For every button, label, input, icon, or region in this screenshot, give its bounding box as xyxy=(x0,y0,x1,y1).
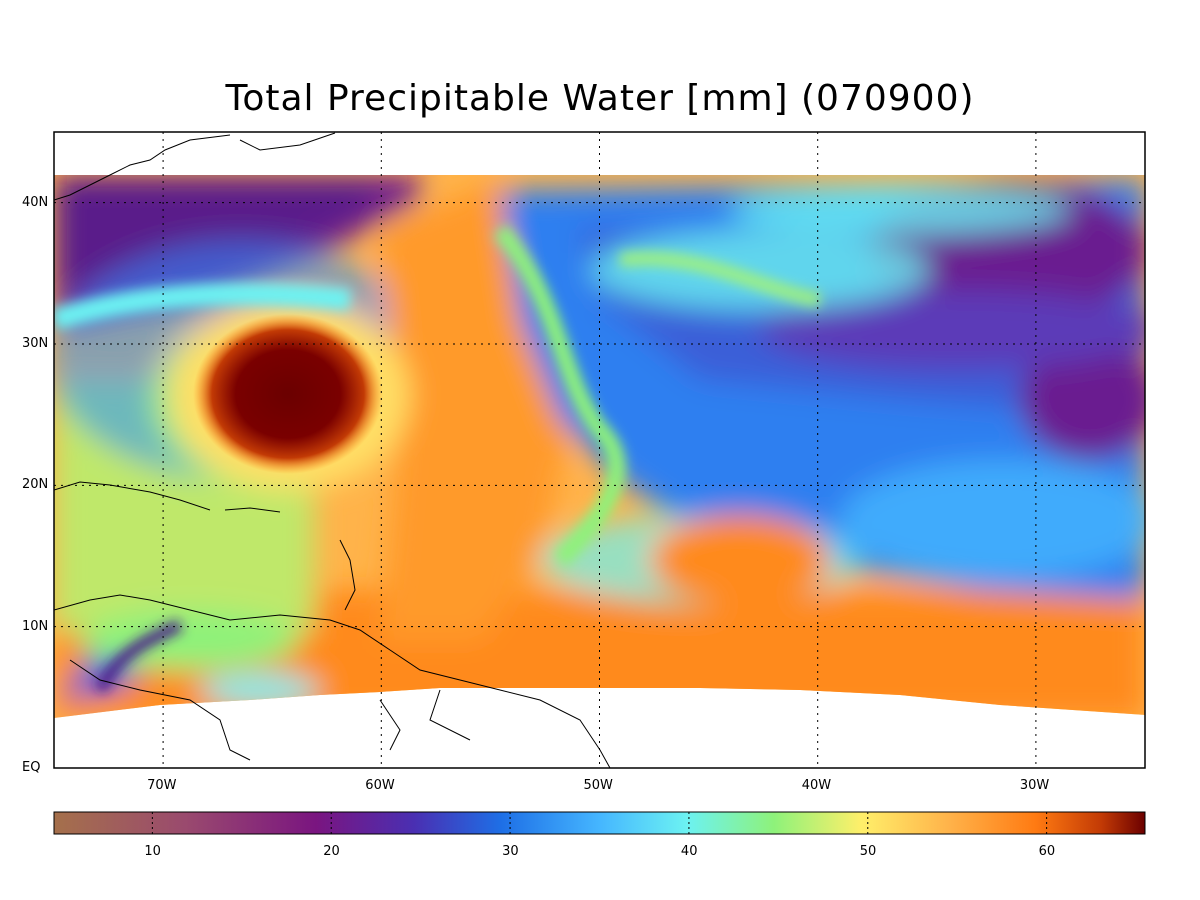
lat-tick-label: 30N xyxy=(22,336,49,351)
map-title: Total Precipitable Water [mm] (070900) xyxy=(225,78,975,119)
tpw-field xyxy=(54,175,1145,718)
lon-tick-label: 60W xyxy=(365,778,395,793)
colorbar-tick-label: 20 xyxy=(323,844,340,859)
colorbar-tick-label: 50 xyxy=(859,844,877,859)
lat-tick-label: 40N xyxy=(22,194,49,210)
lat-tick-label: EQ xyxy=(22,760,41,775)
colorbar xyxy=(53,811,1146,835)
colorbar-tick-label: 40 xyxy=(680,844,698,859)
coastlines xyxy=(54,132,611,768)
lat-tick-label: 10N xyxy=(22,618,49,634)
lon-tick-label: 50W xyxy=(583,778,613,793)
colorbar-ticks xyxy=(151,812,1048,834)
hurricane-core xyxy=(193,314,383,474)
lat-tick-label: 20N xyxy=(22,477,49,493)
map-frame xyxy=(53,131,1146,769)
lon-tick-label: 70W xyxy=(147,778,177,793)
lon-tick-label: 30W xyxy=(1019,778,1050,793)
colorbar-tick-label: 60 xyxy=(1038,844,1056,859)
colorbar-tick-label: 30 xyxy=(502,844,519,859)
graticule xyxy=(54,132,1145,768)
colorbar-tick-label: 10 xyxy=(144,844,161,859)
lon-tick-label: 40W xyxy=(801,778,832,793)
